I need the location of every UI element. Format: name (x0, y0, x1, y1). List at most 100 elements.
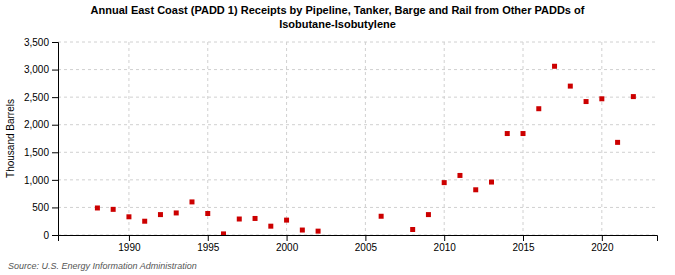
point (536, 106, 541, 111)
tick-mark (52, 97, 58, 98)
axis-line (52, 43, 59, 236)
point (521, 131, 526, 136)
tick-label: 0 (43, 230, 49, 241)
point (426, 212, 431, 217)
y-axis: 0 500 1,000 1,500 2,000 2,500 3,000 3,500 (24, 37, 59, 241)
axis-line (59, 236, 658, 242)
grid-line (58, 179, 657, 180)
chart: 1990 1995 2000 2005 2010 2015 2020 0 500 1,000 1,5… (0, 0, 675, 275)
point (584, 99, 589, 104)
tick-mark (444, 235, 445, 241)
tick-mark (365, 235, 366, 241)
x-axis: 1990 1995 2000 2005 2010 2015 2020 (59, 235, 658, 253)
grid-line (207, 42, 208, 235)
tick-label: 1995 (197, 242, 220, 253)
tick: 1995 (197, 235, 220, 253)
point (205, 211, 210, 216)
tick-mark (52, 235, 58, 236)
tick: 2010 (434, 235, 457, 253)
tick-label: 2020 (591, 242, 614, 253)
tick-mark (523, 235, 524, 241)
plot-area: 1990 1995 2000 2005 2010 2015 2020 0 500 1,000 1,5… (24, 37, 658, 253)
tick-mark (52, 42, 58, 43)
point (142, 219, 147, 224)
tick: 2,500 (24, 92, 58, 103)
tick: 3,500 (24, 37, 58, 48)
grid-line (601, 42, 602, 235)
point (379, 214, 384, 219)
point (268, 224, 273, 229)
tick-label: 1990 (118, 242, 141, 253)
tick: 1990 (118, 235, 141, 253)
tick: 2015 (512, 235, 535, 253)
tick: 2000 (276, 235, 299, 253)
grid-line (58, 152, 657, 153)
tick-mark (52, 152, 58, 153)
tick-label: 3,500 (24, 37, 49, 48)
point (237, 217, 242, 222)
point (284, 218, 289, 223)
grid-line (365, 42, 366, 235)
point (300, 228, 305, 233)
tick-label: 1,000 (24, 175, 49, 186)
tick-label: 2015 (512, 242, 535, 253)
point (473, 187, 478, 192)
grid-line (58, 124, 657, 125)
tick-label: 2005 (355, 242, 378, 253)
point (505, 131, 510, 136)
tick: 3,000 (24, 64, 58, 75)
tick: 2020 (591, 235, 614, 253)
tick-label: 2010 (434, 242, 457, 253)
tick-label: 500 (32, 202, 49, 213)
point (111, 207, 116, 212)
grid-line (128, 42, 129, 235)
point (631, 94, 636, 99)
point (489, 180, 494, 185)
tick: 1,000 (24, 175, 58, 186)
grid-line (286, 42, 287, 235)
tick-mark (287, 235, 288, 241)
tick-mark (52, 70, 58, 71)
point (95, 205, 100, 210)
point (615, 140, 620, 145)
tick-mark (208, 235, 209, 241)
grid-line (58, 42, 657, 43)
points (95, 64, 636, 235)
point (316, 229, 321, 234)
point (599, 96, 604, 101)
point (158, 212, 163, 217)
tick: 1,500 (24, 147, 58, 158)
grid-line (58, 97, 657, 98)
point (568, 84, 573, 89)
grid-line (58, 207, 657, 208)
grid-line (58, 69, 657, 70)
tick: 0 (43, 230, 58, 241)
annotation: Source: U.S. Energy Information Administ… (8, 261, 197, 271)
tick-label: 3,000 (24, 64, 49, 75)
tick: 500 (32, 202, 58, 213)
tick-label: 2000 (276, 242, 299, 253)
tick: 2,000 (24, 119, 58, 130)
tick-mark (52, 207, 58, 208)
point (126, 214, 131, 219)
point (174, 210, 179, 215)
grid-line (523, 42, 524, 235)
tick-mark (52, 180, 58, 181)
grid-line (444, 42, 445, 235)
point (552, 64, 557, 69)
tick-mark (129, 235, 130, 241)
tick-mark (602, 235, 603, 241)
tick-label: 1,500 (24, 147, 49, 158)
point (442, 180, 447, 185)
tick-mark (52, 125, 58, 126)
point (189, 199, 194, 204)
tick: 2005 (355, 235, 378, 253)
point (253, 216, 258, 221)
point (457, 173, 462, 178)
grid (58, 42, 657, 235)
tick-label: 2,500 (24, 92, 49, 103)
point (221, 231, 226, 235)
y-axis-label: Thousand Barrels (5, 99, 16, 178)
title: Annual East Coast (PADD 1) Receipts by P… (91, 4, 585, 30)
tick-label: 2,000 (24, 119, 49, 130)
